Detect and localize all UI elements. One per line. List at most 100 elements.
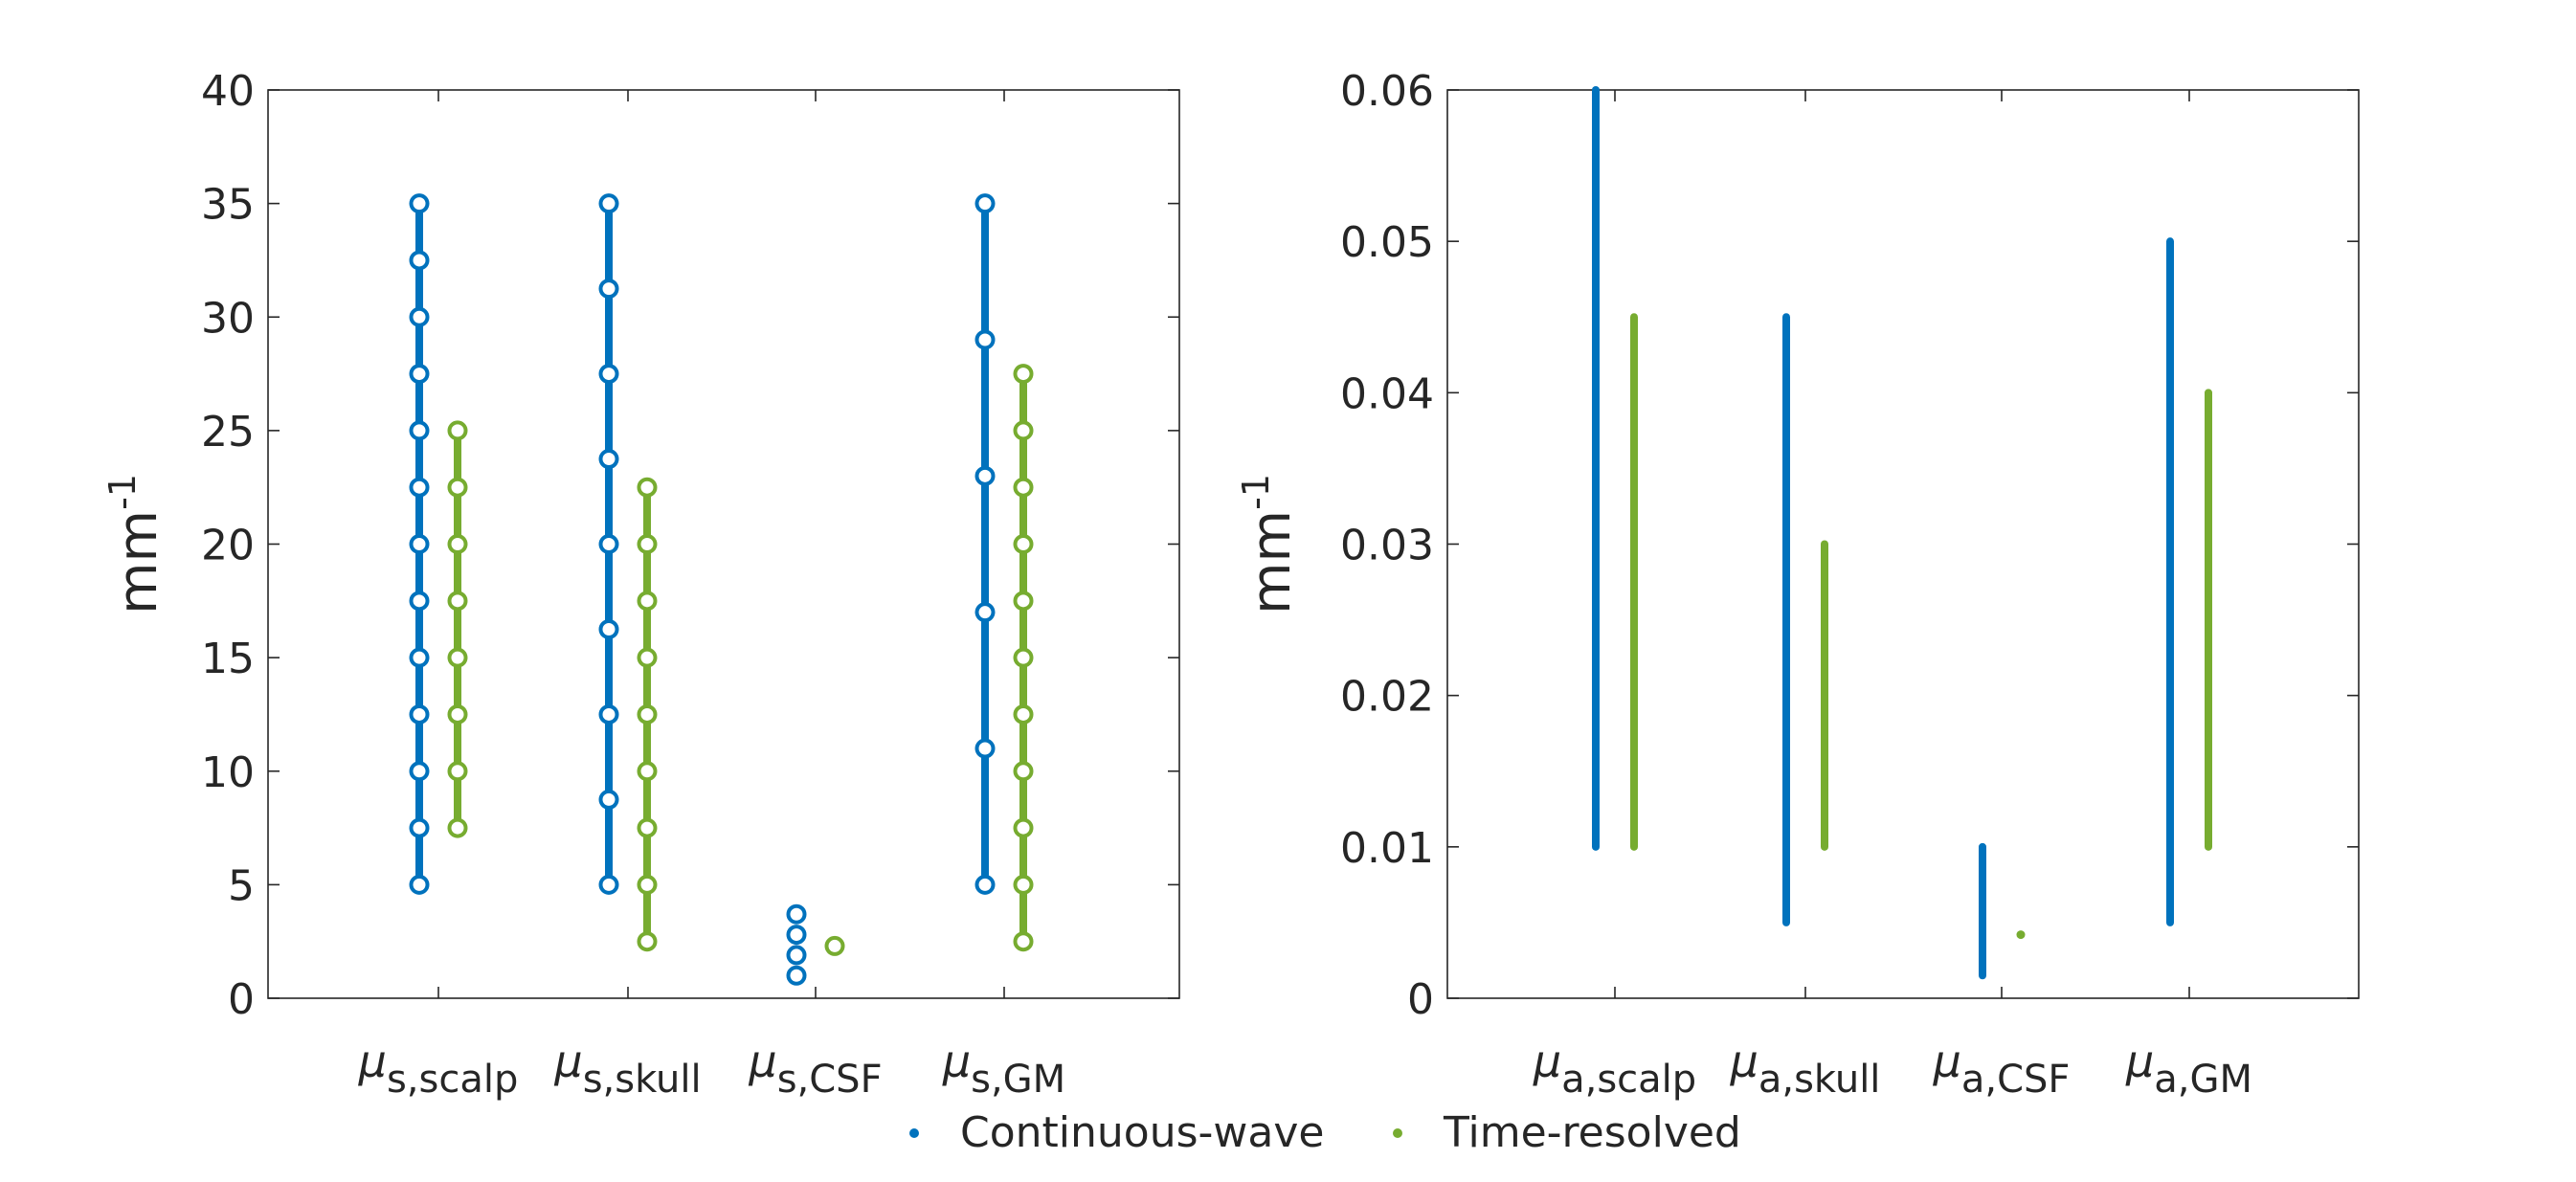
data-marker bbox=[1013, 817, 1034, 838]
legend-marker-cw bbox=[909, 1128, 919, 1138]
y-tick-label: 30 bbox=[201, 294, 255, 343]
y-tick-label: 15 bbox=[201, 635, 255, 683]
y-axis-label-base: mm bbox=[107, 510, 169, 614]
data-marker bbox=[409, 477, 430, 498]
category-subscript: s,GM bbox=[971, 1058, 1065, 1102]
data-marker bbox=[1013, 364, 1034, 385]
data-marker bbox=[1013, 931, 1034, 952]
x-category-label: μa,skull bbox=[1730, 1036, 1881, 1102]
y-tick-label: 40 bbox=[201, 67, 255, 116]
data-marker bbox=[1013, 874, 1034, 895]
y-tick-label: 0.03 bbox=[1340, 522, 1434, 570]
data-marker bbox=[1013, 477, 1034, 498]
data-marker bbox=[637, 817, 658, 838]
y-tick-label: 10 bbox=[201, 748, 255, 797]
data-marker bbox=[447, 420, 468, 441]
category-symbol: μ bbox=[2125, 1036, 2154, 1087]
data-marker bbox=[598, 364, 619, 385]
data-marker bbox=[637, 931, 658, 952]
data-marker bbox=[637, 761, 658, 782]
data-marker bbox=[447, 477, 468, 498]
plot-area-frame bbox=[267, 89, 1180, 999]
data-marker bbox=[598, 874, 619, 895]
data-marker bbox=[447, 817, 468, 838]
data-marker bbox=[637, 647, 658, 668]
x-category-label: μs,scalp bbox=[358, 1036, 519, 1102]
legend: Continuous-wave Time-resolved bbox=[909, 1108, 1741, 1157]
category-symbol: μ bbox=[553, 1036, 582, 1087]
category-symbol: μ bbox=[1933, 1036, 1961, 1087]
x-category-label: μs,CSF bbox=[748, 1036, 882, 1102]
data-marker bbox=[409, 250, 430, 271]
data-marker bbox=[786, 903, 807, 925]
y-tick-label: 35 bbox=[201, 181, 255, 230]
data-marker bbox=[598, 703, 619, 725]
data-marker bbox=[409, 534, 430, 554]
category-subscript: a,skull bbox=[1758, 1058, 1881, 1102]
data-marker bbox=[409, 703, 430, 725]
data-marker bbox=[786, 925, 807, 946]
data-marker bbox=[786, 965, 807, 986]
data-marker bbox=[409, 817, 430, 838]
category-symbol: μ bbox=[1730, 1036, 1758, 1087]
category-subscript: a,GM bbox=[2154, 1058, 2252, 1102]
y-tick-label: 25 bbox=[201, 408, 255, 457]
data-marker bbox=[637, 477, 658, 498]
data-point bbox=[2016, 930, 2026, 940]
data-marker bbox=[1013, 647, 1034, 668]
data-marker bbox=[824, 935, 845, 956]
x-category-label: μa,scalp bbox=[1533, 1036, 1696, 1102]
data-marker bbox=[409, 420, 430, 441]
data-marker bbox=[598, 449, 619, 470]
category-symbol: μ bbox=[942, 1036, 971, 1087]
category-subscript: s,skull bbox=[583, 1058, 702, 1102]
data-marker bbox=[637, 874, 658, 895]
data-marker bbox=[974, 738, 996, 759]
data-marker bbox=[447, 703, 468, 725]
category-symbol: μ bbox=[358, 1036, 387, 1087]
data-marker bbox=[409, 761, 430, 782]
y-tick-label: 0.06 bbox=[1340, 67, 1434, 116]
category-symbol: μ bbox=[1533, 1036, 1561, 1087]
data-marker bbox=[1013, 761, 1034, 782]
data-marker bbox=[409, 364, 430, 385]
y-tick-label: 0.02 bbox=[1340, 673, 1434, 722]
data-marker bbox=[1013, 534, 1034, 554]
y-tick-label: 0 bbox=[228, 975, 255, 1024]
data-marker bbox=[598, 279, 619, 300]
data-marker bbox=[1013, 591, 1034, 612]
data-marker bbox=[409, 306, 430, 327]
data-marker bbox=[786, 945, 807, 966]
data-marker bbox=[447, 534, 468, 554]
x-category-label: μs,skull bbox=[553, 1036, 701, 1102]
category-subscript: a,scalp bbox=[1561, 1058, 1696, 1102]
y-tick-label: 20 bbox=[201, 522, 255, 570]
category-subscript: a,CSF bbox=[1961, 1058, 2071, 1102]
category-subscript: s,scalp bbox=[387, 1058, 518, 1102]
data-marker bbox=[637, 703, 658, 725]
y-tick-label: 0.05 bbox=[1340, 218, 1434, 267]
data-marker bbox=[598, 534, 619, 554]
y-tick-label: 0.01 bbox=[1340, 824, 1434, 873]
category-symbol: μ bbox=[748, 1036, 776, 1087]
legend-marker-tr bbox=[1393, 1128, 1402, 1138]
x-category-label: μa,CSF bbox=[1933, 1036, 2071, 1102]
y-axis-label: mm-1 bbox=[101, 474, 169, 614]
data-marker bbox=[598, 193, 619, 214]
legend-label-cw: Continuous-wave bbox=[960, 1108, 1324, 1157]
category-subscript: s,CSF bbox=[777, 1058, 883, 1102]
data-marker bbox=[974, 193, 996, 214]
data-marker bbox=[637, 534, 658, 554]
data-marker bbox=[409, 647, 430, 668]
data-marker bbox=[409, 193, 430, 214]
data-marker bbox=[1013, 703, 1034, 725]
x-category-label: μs,GM bbox=[942, 1036, 1065, 1102]
data-marker bbox=[974, 874, 996, 895]
y-tick-label: 5 bbox=[228, 861, 255, 910]
y-axis-label-superscript: -1 bbox=[101, 474, 144, 510]
data-marker bbox=[598, 789, 619, 810]
data-marker bbox=[974, 465, 996, 486]
